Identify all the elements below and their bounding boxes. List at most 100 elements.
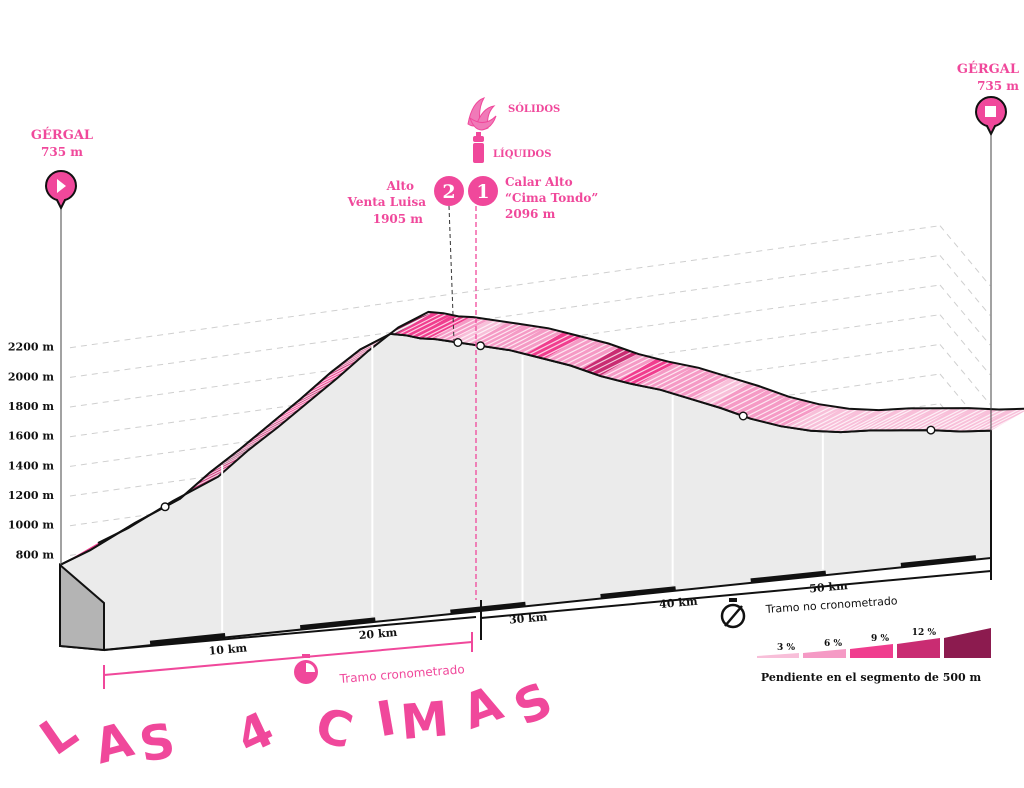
ruler-band — [750, 570, 827, 584]
ruler-line-timed — [103, 616, 477, 651]
gradient-hatch — [640, 363, 685, 387]
start-altitude: 735 m — [41, 145, 83, 159]
banner-title: L AS 4 C IM AS — [30, 672, 561, 776]
gradient-hatch — [664, 368, 710, 392]
gradient-hatch — [534, 333, 580, 358]
svg-text:Alto: Alto — [386, 179, 414, 193]
stop-icon — [985, 106, 996, 117]
profile-marker — [476, 341, 486, 351]
gradient-segment — [730, 389, 787, 419]
banner-letter: A — [89, 712, 139, 776]
grid-line — [939, 373, 991, 435]
untimed-section-label: Tramo no cronometrado — [764, 594, 898, 616]
gradient-segment — [562, 341, 620, 370]
x-tick-label: 20 km — [358, 626, 398, 642]
x-tick-label: 10 km — [208, 641, 248, 657]
gradient-hatch — [900, 407, 946, 431]
gradient-hatch — [683, 374, 729, 398]
profile-back-edge — [97, 310, 1024, 544]
profile-marker — [160, 502, 170, 512]
climb-2-label: Alto Venta Luisa 1905 m 2 — [347, 176, 464, 343]
bottle-icon — [473, 132, 484, 163]
gradient-hatch — [962, 408, 1008, 433]
gradient-segment — [302, 359, 359, 398]
svg-text:2096 m: 2096 m — [505, 207, 556, 221]
gradient-hatch — [584, 347, 629, 371]
legend-label: 9 % — [871, 634, 889, 644]
gradient-segment — [674, 371, 732, 400]
gradient-hatch — [714, 383, 760, 407]
grid-line — [939, 284, 991, 346]
gradient-hatch — [441, 317, 486, 341]
gradient-hatch — [844, 409, 890, 433]
profile-marker — [738, 411, 748, 421]
gradient-hatch — [733, 389, 778, 414]
grid-line — [939, 255, 991, 316]
play-icon — [57, 179, 66, 193]
x-tick-label: 30 km — [508, 610, 548, 626]
banner-letter: M — [398, 691, 450, 751]
ruler-band — [600, 586, 676, 599]
gradient-segment — [506, 327, 564, 355]
gradient-segment — [544, 336, 601, 364]
gradient-hatch — [832, 409, 877, 433]
timed-section-label: Tramo cronometrado — [338, 662, 465, 686]
legend-label: 3 % — [777, 643, 795, 653]
climb-1-number: 1 — [476, 181, 489, 203]
legend-label: 12 % — [912, 628, 937, 638]
gradient-hatch — [882, 407, 927, 431]
profile-front-edge — [59, 332, 992, 566]
svg-text:1905 m: 1905 m — [373, 212, 424, 226]
gradient-hatch — [757, 398, 803, 422]
gradient-segment — [767, 400, 825, 428]
y-tick-label: 2200 m — [8, 341, 54, 354]
untimed-section: Tramo no cronometrado — [720, 594, 898, 629]
gradient-segment — [525, 332, 583, 359]
gradient-hatch — [590, 350, 635, 374]
legend-swatch — [897, 638, 940, 658]
gradient-hatch — [770, 401, 815, 425]
ruler-band — [149, 632, 226, 646]
gradient-segment — [581, 347, 638, 376]
gradient-hatch — [702, 379, 747, 403]
gradient-hatch — [658, 366, 704, 390]
gradient-hatch — [460, 320, 505, 344]
gradient-hatch — [776, 402, 822, 426]
profile-marker — [926, 425, 936, 435]
gradient-hatch — [528, 332, 573, 356]
start-name: GÉRGAL — [31, 127, 93, 143]
banner-letter: A — [455, 675, 509, 740]
gradient-segment — [618, 358, 676, 386]
solidos-label: SÓLIDOS — [508, 103, 560, 115]
climb-2-number: 2 — [442, 181, 455, 203]
gradient-hatch — [888, 407, 933, 431]
ruler-line-untimed — [480, 570, 992, 619]
gradient-hatch — [571, 343, 617, 367]
gradient-hatch — [919, 407, 964, 431]
gradient-hatch — [435, 316, 480, 340]
start-pin: GÉRGAL 735 m — [31, 127, 93, 565]
y-tick-label: 1400 m — [8, 459, 54, 472]
y-tick-label: 2000 m — [8, 370, 54, 383]
gradient-hatch — [646, 364, 691, 388]
gradient-hatch — [397, 312, 443, 336]
km-dividers — [221, 345, 824, 632]
gradient-legend: 3 % 6 % 9 % 12 % — [757, 628, 991, 658]
legend-swatch — [944, 628, 991, 658]
gradient-hatch — [602, 354, 648, 378]
gradient-hatch — [789, 404, 834, 429]
svg-text:“Cima Tondo”: “Cima Tondo” — [505, 191, 598, 205]
gradient-segment — [599, 353, 657, 381]
y-tick-label: 1200 m — [8, 489, 54, 502]
banner-letter: C — [310, 697, 359, 760]
legend-swatch — [757, 653, 799, 658]
gradient-segment — [655, 366, 713, 394]
gradient-hatch — [621, 358, 666, 383]
grid-line — [69, 225, 941, 349]
gradient-hatch — [739, 392, 784, 416]
gradient-hatch — [906, 407, 952, 431]
legend-swatch — [803, 649, 846, 658]
grid-line — [939, 314, 991, 376]
gradient-hatch — [515, 329, 561, 353]
liquidos-label: LÍQUIDOS — [493, 148, 551, 160]
